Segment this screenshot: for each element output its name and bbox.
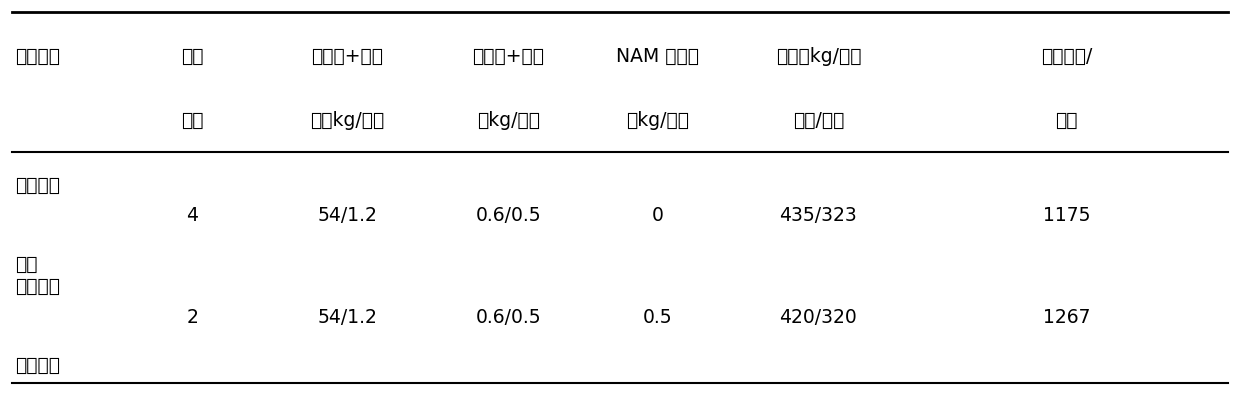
Text: 钼酸铵+硼砂: 钼酸铵+硼砂 xyxy=(472,47,544,66)
Text: 54/1.2: 54/1.2 xyxy=(317,308,377,327)
Text: 方法: 方法 xyxy=(15,255,37,274)
Text: 小麦/花生: 小麦/花生 xyxy=(792,111,844,130)
Text: 4: 4 xyxy=(186,206,198,225)
Text: （kg/亩）: （kg/亩） xyxy=(626,111,688,130)
Text: （kg/亩）: （kg/亩） xyxy=(477,111,539,130)
Text: 生石灰+硫酸: 生石灰+硫酸 xyxy=(311,47,383,66)
Text: 施肥: 施肥 xyxy=(181,47,203,66)
Text: 1175: 1175 xyxy=(1043,206,1090,225)
Text: 施肥方法: 施肥方法 xyxy=(15,47,60,66)
Text: 产量（kg/亩）: 产量（kg/亩） xyxy=(776,47,861,66)
Text: 435/323: 435/323 xyxy=(780,206,857,225)
Text: NAM 添加剂: NAM 添加剂 xyxy=(616,47,698,66)
Text: 0.5: 0.5 xyxy=(642,308,672,327)
Text: 传统施肥: 传统施肥 xyxy=(15,176,60,195)
Text: 施肥方法: 施肥方法 xyxy=(15,356,60,374)
Text: 420/320: 420/320 xyxy=(780,308,857,327)
Text: 次数: 次数 xyxy=(181,111,203,130)
Text: 54/1.2: 54/1.2 xyxy=(317,206,377,225)
Text: 收益（元/: 收益（元/ xyxy=(1040,47,1092,66)
Text: 1267: 1267 xyxy=(1043,308,1090,327)
Text: 亩）: 亩） xyxy=(1055,111,1078,130)
Text: 0.6/0.5: 0.6/0.5 xyxy=(476,206,541,225)
Text: 周年简化: 周年简化 xyxy=(15,276,60,295)
Text: 2: 2 xyxy=(186,308,198,327)
Text: 0.6/0.5: 0.6/0.5 xyxy=(476,308,541,327)
Text: 锌（kg/亩）: 锌（kg/亩） xyxy=(310,111,384,130)
Text: 0: 0 xyxy=(651,206,663,225)
